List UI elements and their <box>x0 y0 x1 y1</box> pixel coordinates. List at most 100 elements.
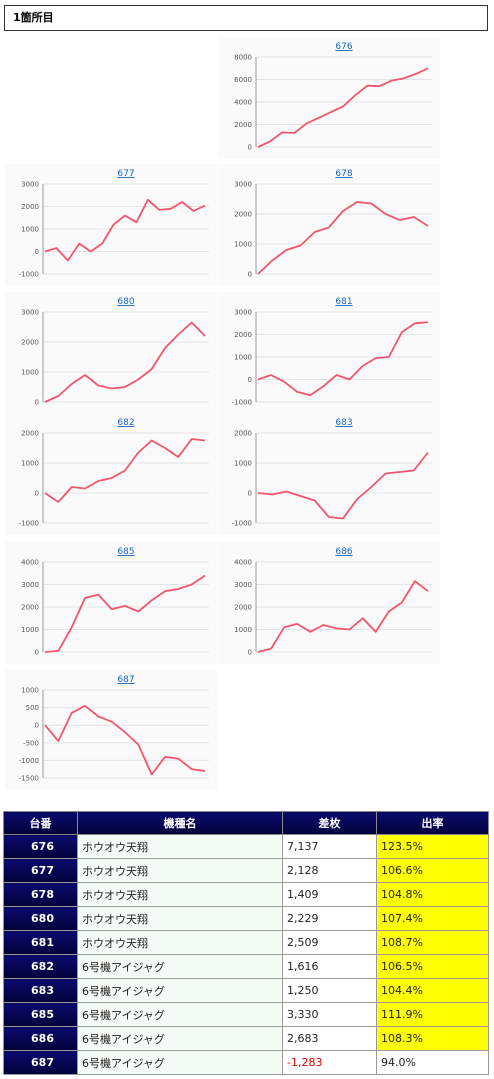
coin-diff: 2,683 <box>282 1026 377 1051</box>
y-tick-label: 3000 <box>234 581 252 589</box>
coin-diff: 2,128 <box>282 858 377 883</box>
y-tick-label: 2000 <box>234 604 252 612</box>
series-line <box>44 438 206 503</box>
y-tick-label: 2000 <box>21 604 39 612</box>
y-tick-label: 4000 <box>234 559 252 567</box>
line-chart-676: 676 0 2000 4000 6000 8000 <box>218 37 440 159</box>
chart-title-link[interactable]: 682 <box>117 418 134 428</box>
y-tick-label: 1000 <box>21 369 39 377</box>
payout-rate: 111.9% <box>376 1002 489 1027</box>
table-row: 680 ホウオウ天翔 2,229 107.4% <box>3 906 489 931</box>
line-chart-687: 687 -1500 -1000 -500 0 500 1000 <box>5 670 217 790</box>
y-tick-label: 0 <box>35 722 39 730</box>
y-tick-label: 1000 <box>21 687 39 695</box>
results-table: 台番 機種名 差枚 出率 676 ホウオウ天翔 7,137 123.5% 677 ホウオウ… <box>3 811 489 1075</box>
y-tick-label: 0 <box>248 649 252 657</box>
machine-name: ホウオウ天翔 <box>77 930 283 955</box>
y-tick-label: 0 <box>35 649 39 657</box>
y-tick-label: 0 <box>248 144 252 152</box>
machine-number: 687 <box>3 1050 78 1075</box>
table-row: 676 ホウオウ天翔 7,137 123.5% <box>3 834 489 859</box>
payout-rate: 104.8% <box>376 882 489 907</box>
series-line <box>44 198 206 262</box>
y-tick-label: 1000 <box>234 626 252 634</box>
machine-name: ホウオウ天翔 <box>77 858 283 883</box>
machine-name: 6号機アイジャグ <box>77 1050 283 1075</box>
chart-svg: 686 0 1000 2000 3000 4000 <box>234 547 432 657</box>
y-tick-label: 1000 <box>21 226 39 234</box>
series-line <box>257 451 429 520</box>
y-tick-label: -1000 <box>232 520 252 528</box>
line-chart-686: 686 0 1000 2000 3000 4000 <box>218 542 440 664</box>
chart-title-link[interactable]: 678 <box>335 169 352 179</box>
y-tick-label: 2000 <box>21 430 39 438</box>
y-tick-label: 0 <box>35 399 39 407</box>
coin-diff: -1,283 <box>282 1050 377 1075</box>
chart-svg: 682 -1000 0 1000 2000 <box>19 418 209 528</box>
y-tick-label: 0 <box>35 248 39 256</box>
chart-title-link[interactable]: 680 <box>117 297 134 307</box>
machine-name: 6号機アイジャグ <box>77 978 283 1003</box>
table-row: 685 6号機アイジャグ 3,330 111.9% <box>3 1002 489 1027</box>
y-tick-label: 3000 <box>234 181 252 189</box>
y-tick-label: 1000 <box>234 241 252 249</box>
chart-svg: 687 -1500 -1000 -500 0 500 1000 <box>19 675 209 783</box>
chart-title-link[interactable]: 685 <box>117 547 134 557</box>
coin-diff: 1,250 <box>282 978 377 1003</box>
y-tick-label: 2000 <box>21 203 39 211</box>
chart-title-link[interactable]: 686 <box>335 547 352 557</box>
series-line <box>257 580 429 653</box>
series-line <box>257 201 429 275</box>
chart-title-link[interactable]: 676 <box>335 42 352 52</box>
y-tick-label: 2000 <box>21 339 39 347</box>
table-row: 686 6号機アイジャグ 2,683 108.3% <box>3 1026 489 1051</box>
payout-rate: 94.0% <box>376 1050 489 1075</box>
y-tick-label: -1500 <box>19 775 39 783</box>
col-header-machine: 機種名 <box>77 811 283 835</box>
chart-title-link[interactable]: 677 <box>117 169 134 179</box>
y-tick-label: -500 <box>23 739 39 747</box>
y-tick-label: 1000 <box>234 354 252 362</box>
coin-diff: 3,330 <box>282 1002 377 1027</box>
series-line <box>44 321 206 403</box>
y-tick-label: 3000 <box>234 309 252 317</box>
line-chart-681: 681 -1000 0 1000 2000 3000 <box>218 292 440 414</box>
payout-rate: 107.4% <box>376 906 489 931</box>
chart-svg: 676 0 2000 4000 6000 8000 <box>234 42 432 152</box>
series-line <box>44 704 206 776</box>
chart-svg: 681 -1000 0 1000 2000 3000 <box>232 297 432 407</box>
y-tick-label: 2000 <box>234 211 252 219</box>
table-row: 687 6号機アイジャグ -1,283 94.0% <box>3 1050 489 1075</box>
y-tick-label: 0 <box>248 271 252 279</box>
table-row: 681 ホウオウ天翔 2,509 108.7% <box>3 930 489 955</box>
machine-name: ホウオウ天翔 <box>77 882 283 907</box>
y-tick-label: 6000 <box>234 76 252 84</box>
coin-diff: 1,409 <box>282 882 377 907</box>
y-tick-label: 0 <box>35 490 39 498</box>
y-tick-label: -1000 <box>19 757 39 765</box>
machine-name: ホウオウ天翔 <box>77 834 283 859</box>
y-tick-label: 2000 <box>234 331 252 339</box>
table-row: 683 6号機アイジャグ 1,250 104.4% <box>3 978 489 1003</box>
chart-svg: 678 0 1000 2000 3000 <box>234 169 432 279</box>
line-chart-683: 683 -1000 0 1000 2000 <box>218 413 440 535</box>
y-tick-label: 4000 <box>21 559 39 567</box>
machine-number: 682 <box>3 954 78 979</box>
chart-svg: 680 0 1000 2000 3000 <box>21 297 209 407</box>
machine-number: 686 <box>3 1026 78 1051</box>
y-tick-label: 8000 <box>234 54 252 62</box>
y-tick-label: 3000 <box>21 181 39 189</box>
y-tick-label: 3000 <box>21 309 39 317</box>
coin-diff: 7,137 <box>282 834 377 859</box>
machine-number: 677 <box>3 858 78 883</box>
col-header-diff: 差枚 <box>282 811 377 835</box>
chart-title-link[interactable]: 687 <box>117 675 134 685</box>
machine-number: 683 <box>3 978 78 1003</box>
y-tick-label: 0 <box>248 490 252 498</box>
coin-diff: 1,616 <box>282 954 377 979</box>
chart-svg: 685 0 1000 2000 3000 4000 <box>21 547 209 657</box>
chart-title-link[interactable]: 681 <box>335 297 352 307</box>
line-chart-680: 680 0 1000 2000 3000 <box>5 292 217 414</box>
machine-number: 685 <box>3 1002 78 1027</box>
chart-title-link[interactable]: 683 <box>335 418 352 428</box>
